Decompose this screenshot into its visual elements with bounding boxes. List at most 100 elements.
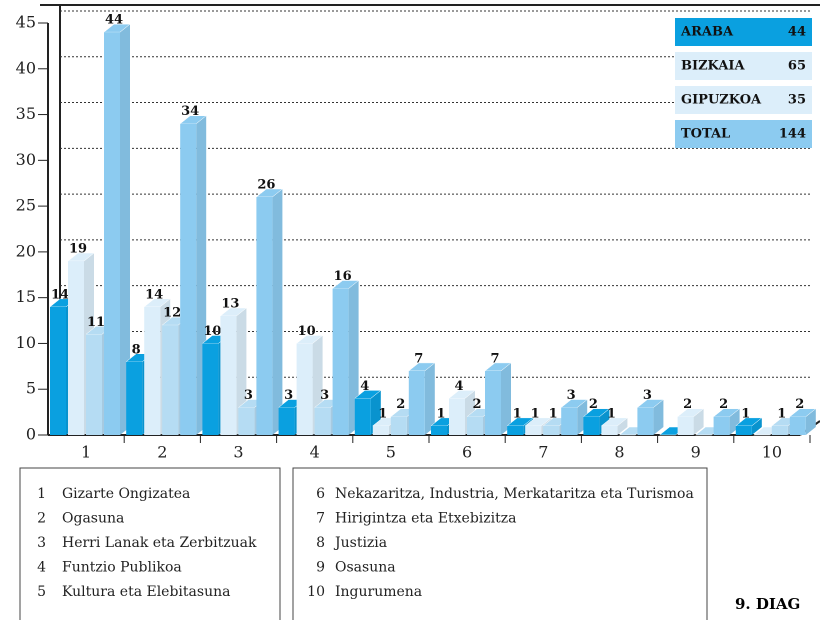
x-tick-label: 3 xyxy=(233,443,243,462)
value-label: 16 xyxy=(334,269,352,284)
value-label: 2 xyxy=(396,397,405,412)
legend-row xyxy=(675,18,812,46)
x-tick-label: 1 xyxy=(81,443,91,462)
bar-face xyxy=(68,261,84,435)
x-tick-label: 8 xyxy=(614,443,624,462)
bar xyxy=(735,417,763,435)
bar xyxy=(789,408,817,435)
value-label: 3 xyxy=(320,388,329,403)
category-description: Ingurumena xyxy=(335,584,422,600)
category-number: 10 xyxy=(307,584,325,600)
x-tick-label: 10 xyxy=(762,443,782,462)
bar-face xyxy=(501,362,511,435)
bar-face xyxy=(583,416,600,435)
category-description: Gizarte Ongizatea xyxy=(62,486,190,502)
y-tick-label: 15 xyxy=(16,287,36,306)
bar-face xyxy=(220,315,237,435)
bar-face xyxy=(120,24,130,436)
bar-face xyxy=(543,425,560,435)
bar-face xyxy=(713,416,730,435)
value-label: 1 xyxy=(513,406,522,421)
bar-face xyxy=(449,398,465,435)
bar-face xyxy=(617,417,628,435)
bar xyxy=(712,408,741,435)
value-label: 1 xyxy=(777,406,786,421)
bar-face xyxy=(693,408,704,435)
category-description: Nekazaritza, Industria, Merkataritza eta… xyxy=(335,486,694,502)
value-label: 34 xyxy=(181,104,199,119)
bar-face xyxy=(507,425,524,435)
bar-face xyxy=(126,361,143,435)
y-tick-label: 25 xyxy=(16,196,36,215)
legend-total: 44 xyxy=(788,25,806,40)
category-number: 5 xyxy=(37,584,46,600)
value-label: 10 xyxy=(298,324,316,339)
legend-label: TOTAL xyxy=(681,127,730,142)
bar-face xyxy=(272,188,283,435)
bar-face xyxy=(256,196,273,435)
legend-label: GIPUZKOA xyxy=(681,93,762,108)
category-number: 9 xyxy=(316,560,325,576)
bar xyxy=(560,399,588,435)
value-label: 2 xyxy=(589,397,598,412)
legend-total: 65 xyxy=(788,59,806,74)
category-number: 1 xyxy=(37,486,46,502)
y-tick-label: 5 xyxy=(26,379,36,398)
bar-face xyxy=(372,425,389,435)
value-label: 14 xyxy=(145,287,163,302)
y-tick-label: 0 xyxy=(26,425,36,444)
bar-face xyxy=(180,123,197,435)
value-label: 8 xyxy=(132,342,141,357)
y-tick-label: 35 xyxy=(16,104,36,123)
bar-face xyxy=(637,407,654,435)
bar-face xyxy=(771,425,788,435)
bar-face xyxy=(86,334,102,435)
value-label: 2 xyxy=(472,397,481,412)
bar-face xyxy=(424,362,435,435)
bar-face xyxy=(144,306,161,435)
value-label: 4 xyxy=(454,379,463,394)
value-label: 13 xyxy=(221,296,239,311)
category-description: Funtzio Publikoa xyxy=(62,560,182,576)
bar-face xyxy=(332,288,349,435)
bar-face xyxy=(278,407,295,435)
y-tick-label: 45 xyxy=(16,13,36,32)
x-tick-label: 9 xyxy=(691,443,701,462)
category-description: Justizia xyxy=(333,535,387,551)
legend-row xyxy=(675,120,812,148)
caption: 9. DIAG xyxy=(735,595,800,613)
bar-face xyxy=(408,370,425,435)
y-tick-label: 30 xyxy=(16,150,36,169)
bar-face xyxy=(677,416,694,435)
bar xyxy=(600,417,629,435)
category-number: 2 xyxy=(37,511,46,527)
bar-face xyxy=(601,425,618,435)
value-label: 11 xyxy=(87,315,105,330)
bar-face xyxy=(751,417,762,435)
category-description: Ogasuna xyxy=(62,511,124,527)
legend-total: 144 xyxy=(779,127,806,142)
bar-face xyxy=(789,416,806,435)
x-tick-label: 4 xyxy=(310,443,320,462)
bar-face xyxy=(467,416,483,435)
value-label: 1 xyxy=(607,406,616,421)
legend-box-right xyxy=(292,467,708,620)
bar xyxy=(179,115,207,435)
y-tick-label: 20 xyxy=(16,241,36,260)
category-description: Herri Lanak eta Zerbitzuak xyxy=(62,535,257,551)
bar-face xyxy=(296,343,313,435)
bar xyxy=(676,408,705,435)
bar-face xyxy=(104,32,120,436)
bar-face xyxy=(202,343,219,435)
value-label: 2 xyxy=(719,397,728,412)
value-label: 10 xyxy=(203,324,221,339)
bar-face xyxy=(354,398,371,435)
value-label: 2 xyxy=(683,397,692,412)
category-number: 7 xyxy=(316,511,325,527)
value-label: 3 xyxy=(643,388,652,403)
bar xyxy=(255,188,284,435)
category-number: 6 xyxy=(316,486,325,502)
bar xyxy=(408,362,436,435)
bar-face xyxy=(50,306,66,435)
